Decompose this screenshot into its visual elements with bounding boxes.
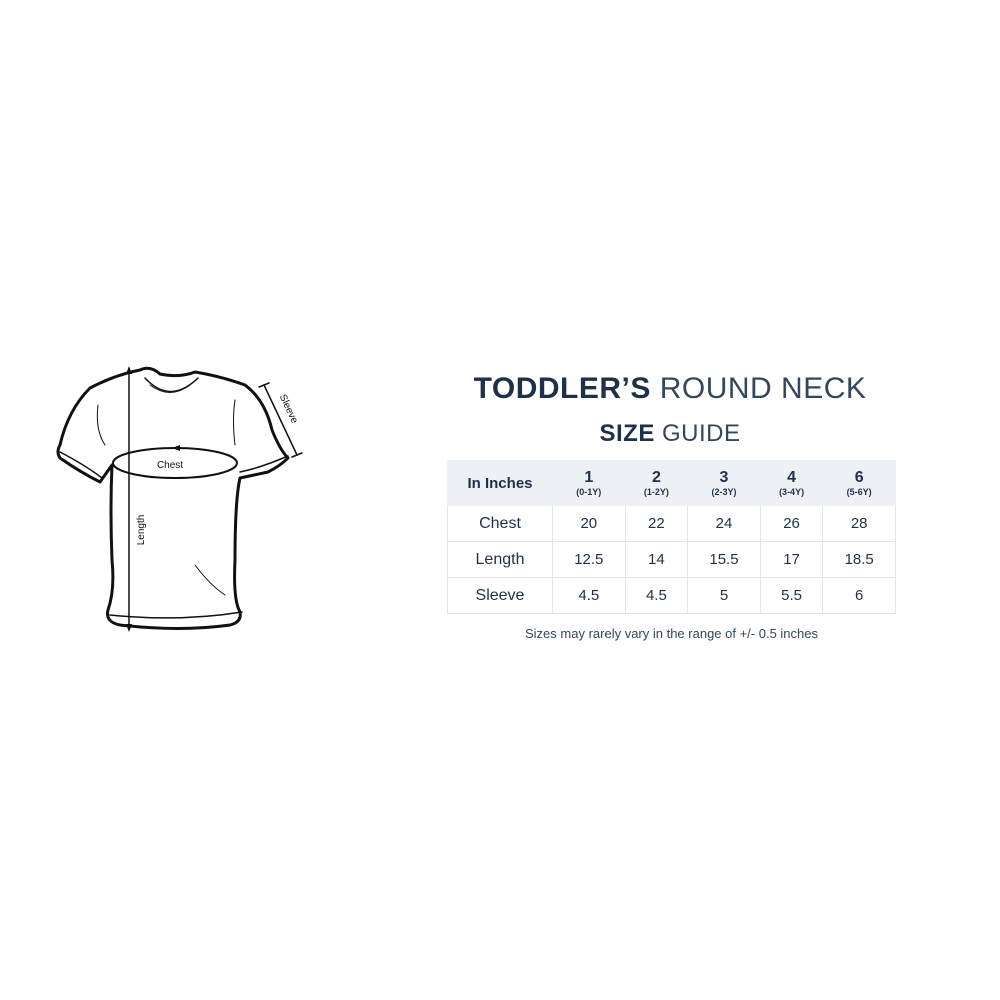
- size-age: (3-4Y): [779, 486, 805, 497]
- table-cell: 26: [759, 505, 824, 542]
- table-row: Length 12.5 14 15.5 17 18.5: [447, 541, 896, 578]
- table-cell: 28: [822, 505, 896, 542]
- table-cell: 5.5: [759, 577, 824, 614]
- title-light: ROUND NECK: [659, 372, 867, 405]
- sleeve-measure-line: [263, 384, 298, 456]
- size-header: 6 (5-6Y): [822, 460, 896, 506]
- table-cell: 17: [759, 541, 824, 578]
- table-cell: 6: [822, 577, 896, 614]
- table-cell: 15.5: [687, 541, 761, 578]
- size-age: (2-3Y): [711, 486, 737, 497]
- table-cell: 20: [552, 505, 626, 542]
- table-cell: 4.5: [624, 577, 689, 614]
- table-cell: 24: [687, 505, 761, 542]
- size-variance-note: Sizes may rarely vary in the range of +/…: [525, 626, 818, 641]
- subtitle-bold: SIZE: [599, 420, 655, 447]
- size-age: (1-2Y): [643, 486, 669, 497]
- size-table: In Inches 1 (0-1Y) 2 (1-2Y) 3 (2-3Y) 4 (3-4Y…: [447, 460, 896, 614]
- size-number: 1: [584, 468, 594, 486]
- table-row: Sleeve 4.5 4.5 5 5.5 6: [447, 577, 896, 614]
- table-cell: 4.5: [552, 577, 626, 614]
- table-row: Chest 20 22 24 26 28: [447, 505, 896, 542]
- size-header: 4 (3-4Y): [759, 460, 824, 506]
- size-age: (5-6Y): [846, 486, 872, 497]
- title-bold: TODDLER’S: [473, 372, 651, 405]
- size-age: (0-1Y): [576, 486, 602, 497]
- shirt-outline: [56, 366, 290, 630]
- page-title: TODDLER’S ROUND NECK: [440, 372, 900, 406]
- size-number: 6: [854, 468, 864, 486]
- subtitle-light: GUIDE: [662, 420, 741, 447]
- page-subtitle: SIZE GUIDE: [440, 420, 900, 448]
- table-cell: 5: [687, 577, 761, 614]
- table-cell: 22: [624, 505, 689, 542]
- size-header: 3 (2-3Y): [687, 460, 761, 506]
- size-number: 3: [719, 468, 729, 486]
- size-header: 2 (1-2Y): [624, 460, 689, 506]
- length-label: Length: [136, 515, 147, 546]
- size-header: 1 (0-1Y): [552, 460, 626, 506]
- chest-label: Chest: [157, 460, 183, 471]
- size-number: 2: [651, 468, 661, 486]
- table-header-row: In Inches 1 (0-1Y) 2 (1-2Y) 3 (2-3Y) 4 (3-4Y…: [447, 460, 896, 506]
- size-number: 4: [787, 468, 797, 486]
- table-cell: 14: [624, 541, 689, 578]
- row-label: Chest: [447, 505, 553, 542]
- row-label: Sleeve: [447, 577, 553, 614]
- tshirt-diagram: Chest Length Sleeve: [56, 366, 303, 632]
- table-cell: 18.5: [822, 541, 896, 578]
- table-cell: 12.5: [552, 541, 626, 578]
- row-label: Length: [447, 541, 553, 578]
- corner-header: In Inches: [447, 460, 553, 506]
